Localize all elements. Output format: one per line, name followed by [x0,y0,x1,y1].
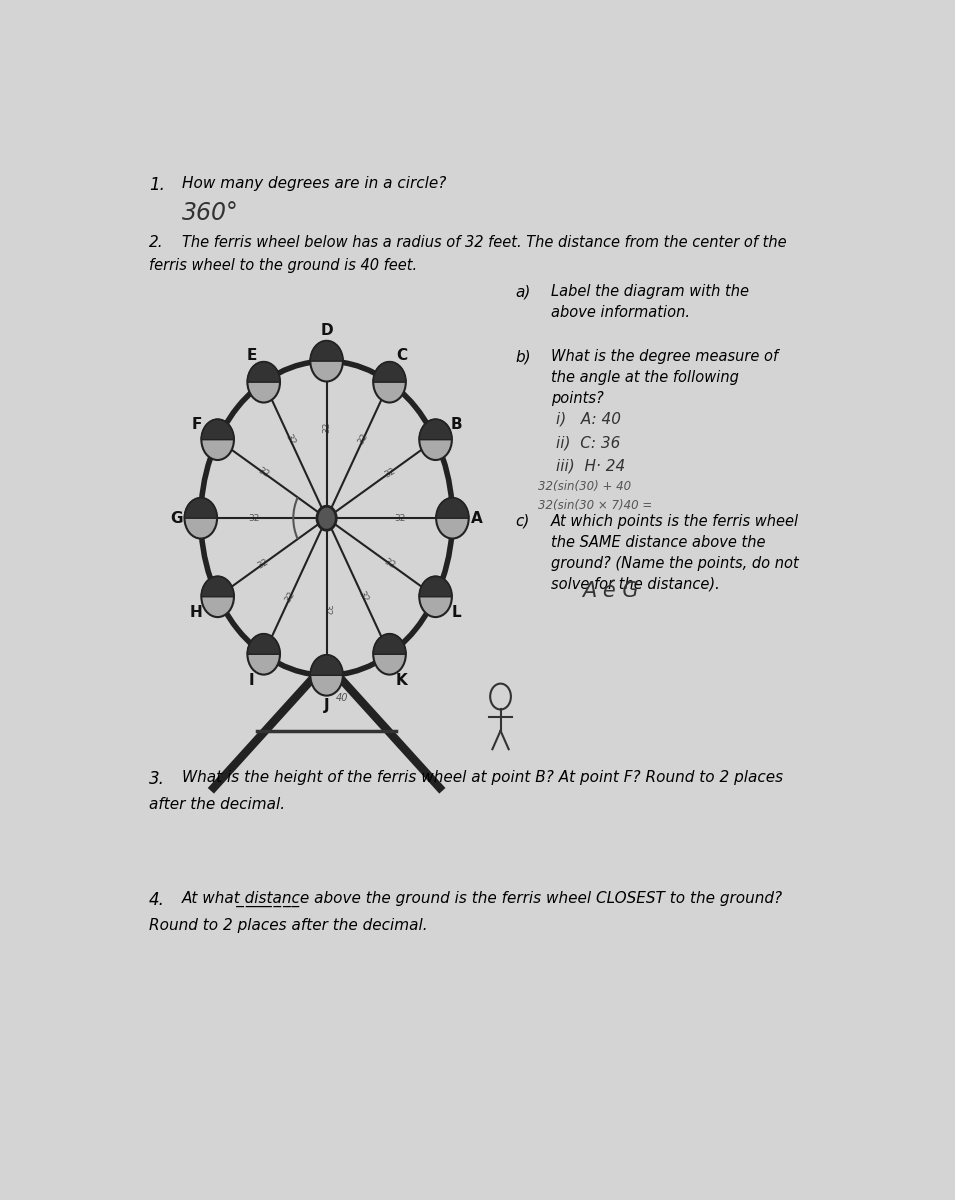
Text: The ferris wheel below has a radius of 32 feet. The distance from the center of : The ferris wheel below has a radius of 3… [182,234,787,250]
Text: G: G [170,511,182,526]
Text: D: D [320,323,333,338]
Text: ferris wheel to the ground is 40 feet.: ferris wheel to the ground is 40 feet. [149,258,417,272]
Text: iii)  H· 24: iii) H· 24 [556,458,626,473]
Text: b): b) [516,349,531,364]
Circle shape [202,419,234,460]
Text: c): c) [516,514,530,528]
Text: 32: 32 [284,590,297,605]
Text: 32: 32 [393,514,405,523]
Wedge shape [202,419,234,439]
Wedge shape [310,341,343,361]
Text: What is the height of the ferris wheel at point B? At point F? Round to 2 places: What is the height of the ferris wheel a… [182,769,783,785]
Text: B: B [451,416,462,432]
Text: 40: 40 [336,694,349,703]
Circle shape [436,498,469,539]
Text: 3.: 3. [149,769,165,787]
Text: L: L [452,605,461,619]
Text: How many degrees are in a circle?: How many degrees are in a circle? [182,176,447,191]
Wedge shape [247,362,280,382]
Text: 32: 32 [248,514,260,523]
Text: after the decimal.: after the decimal. [149,797,286,812]
Text: What is the degree measure of
the angle at the following
points?: What is the degree measure of the angle … [551,349,778,406]
Wedge shape [373,634,406,654]
Text: 32: 32 [284,432,297,446]
Text: C: C [396,348,407,364]
Text: J: J [324,698,329,713]
Wedge shape [373,362,406,382]
Text: Label the diagram with the
above information.: Label the diagram with the above informa… [551,284,749,320]
Circle shape [317,506,336,530]
Text: 32: 32 [356,590,370,605]
Wedge shape [419,419,452,439]
Text: ii)  C: 36: ii) C: 36 [556,436,621,450]
Text: H: H [190,605,202,619]
Text: a): a) [516,284,531,300]
Circle shape [419,576,452,617]
Text: 32(sin(30) + 40: 32(sin(30) + 40 [538,480,630,493]
Circle shape [247,634,280,674]
Text: 32: 32 [322,421,331,433]
Circle shape [373,634,406,674]
Text: 32: 32 [383,466,397,480]
Text: A é G: A é G [582,581,639,601]
Circle shape [310,655,343,696]
Text: 360°: 360° [182,202,239,226]
Text: I: I [248,673,254,688]
Text: F: F [191,416,202,432]
Text: 32: 32 [256,557,270,570]
Wedge shape [436,498,469,518]
Text: 2.: 2. [149,234,163,250]
Text: A: A [471,511,482,526]
Wedge shape [202,576,234,596]
Text: At what ̲d̲i̲s̲t̲a̲n̲c̲e above the ground is the ferris wheel CLOSEST to the gro: At what ̲d̲i̲s̲t̲a̲n̲c̲e above the groun… [182,890,783,907]
Text: 32: 32 [256,466,270,480]
Circle shape [184,498,217,539]
Circle shape [373,362,406,402]
Wedge shape [310,655,343,676]
Circle shape [310,341,343,382]
Text: 1.: 1. [149,176,165,194]
Text: Round to 2 places after the decimal.: Round to 2 places after the decimal. [149,918,428,934]
Circle shape [202,576,234,617]
Wedge shape [184,498,217,518]
Circle shape [247,362,280,402]
Text: 32: 32 [356,432,370,446]
Text: 32: 32 [383,557,397,570]
Text: 32: 32 [322,604,331,616]
Text: E: E [246,348,257,364]
Text: 4.: 4. [149,890,165,908]
Wedge shape [419,576,452,596]
Circle shape [419,419,452,460]
Wedge shape [247,634,280,654]
Text: K: K [396,673,408,688]
Text: At which points is the ferris wheel
the SAME distance above the
ground? (Name th: At which points is the ferris wheel the … [551,514,799,592]
Text: 32(sin(30 × 7)40 =: 32(sin(30 × 7)40 = [538,499,652,512]
Text: i)   A: 40: i) A: 40 [556,412,621,427]
